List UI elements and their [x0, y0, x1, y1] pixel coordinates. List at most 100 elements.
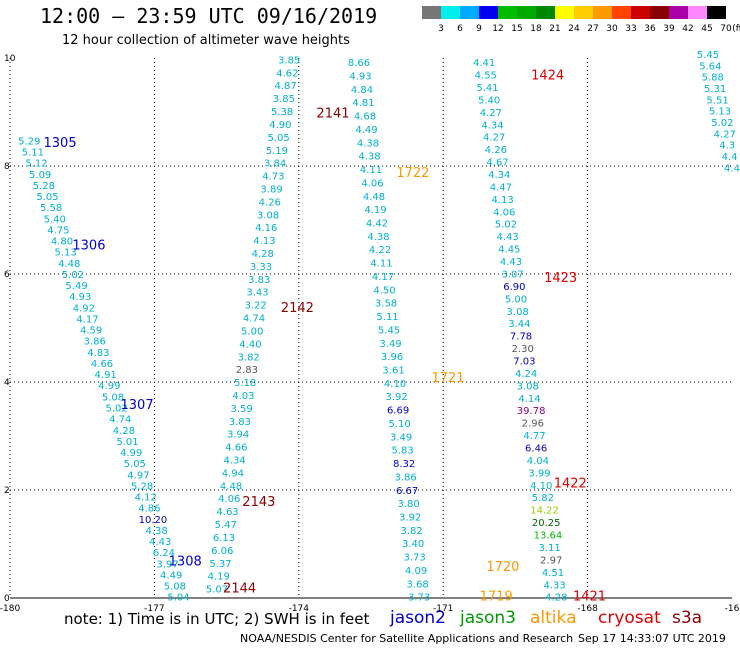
- track-label-1421: 1421: [573, 590, 606, 605]
- swh-value: 4.92: [73, 303, 95, 314]
- track-label-2143: 2143: [242, 495, 275, 510]
- swh-value: 4.48: [220, 481, 242, 492]
- swh-value: 5.02: [105, 404, 127, 415]
- swh-value: 3.82: [238, 352, 260, 363]
- track-label-1719: 1719: [480, 590, 513, 605]
- colorbar-tick: 15: [511, 24, 522, 34]
- colorbar-tick: 9: [476, 24, 482, 34]
- swh-value: 4.19: [364, 205, 386, 216]
- colorbar-tick: (ft): [732, 24, 740, 34]
- swh-value: 4.48: [58, 259, 80, 270]
- track-label-1721: 1721: [431, 371, 464, 386]
- swh-value: 5.01: [116, 437, 138, 448]
- swh-value: 6.67: [396, 486, 418, 497]
- colorbar-swatch: [707, 6, 726, 19]
- colorbar-swatch: [555, 6, 574, 19]
- swh-value: 8.66: [348, 58, 370, 69]
- swh-value: 4.04: [527, 456, 549, 467]
- legend-altika: altika: [530, 608, 577, 628]
- swh-value: 5.28: [33, 181, 55, 192]
- track-label-1308: 1308: [169, 555, 202, 570]
- swh-value: 5.11: [22, 148, 44, 159]
- swh-value: 4.41: [473, 58, 495, 69]
- colorbar-swatch: [669, 6, 688, 19]
- swh-value: 4.59: [80, 326, 102, 337]
- x-tick-label: -16: [725, 604, 740, 614]
- page-subtitle: 12 hour collection of altimeter wave hei…: [62, 33, 350, 48]
- swh-value: 4.16: [255, 223, 277, 234]
- swh-value: 6.06: [211, 546, 233, 557]
- swh-value: 4.27: [480, 108, 502, 119]
- swh-value: 6.13: [213, 533, 235, 544]
- swh-value: 3.40: [402, 539, 424, 550]
- swh-value: 3.80: [397, 499, 419, 510]
- swh-value: 3.99: [528, 468, 550, 479]
- swh-value: 3.08: [507, 307, 529, 318]
- swh-value: 4.94: [222, 468, 244, 479]
- swh-value: 5.05: [124, 459, 146, 470]
- colorbar-tick: 39: [663, 24, 675, 34]
- swh-value: 13.64: [534, 531, 563, 542]
- legend-s3a: s3a: [672, 608, 703, 628]
- swh-value: 5.64: [699, 61, 721, 72]
- swh-value: 4.38: [367, 232, 389, 243]
- swh-value: 6.24: [153, 548, 175, 559]
- track-label-1722: 1722: [396, 166, 429, 181]
- colorbar-swatch: [498, 6, 517, 19]
- swh-value: 4.68: [354, 112, 376, 123]
- swh-value: 4.13: [253, 236, 275, 247]
- colorbar-swatch: [441, 6, 460, 19]
- swh-value: 4.03: [232, 391, 254, 402]
- track-label-1423: 1423: [544, 271, 577, 286]
- track-label-1424: 1424: [531, 69, 564, 84]
- colorbar-tick: 27: [587, 24, 598, 34]
- swh-value: 3.97: [156, 559, 178, 570]
- legend-cryosat: cryosat: [598, 608, 661, 628]
- colorbar-swatch: [650, 6, 669, 19]
- swh-value: 5.07: [206, 585, 228, 596]
- swh-value: 4.27: [714, 129, 736, 140]
- page-title: 12:00 – 23:59 UTC 09/16/2019: [40, 4, 378, 28]
- colorbar-swatch: [593, 6, 612, 19]
- swh-value: 4.26: [259, 197, 281, 208]
- swh-value: 4.43: [149, 537, 171, 548]
- track-label-1422: 1422: [554, 476, 587, 491]
- swh-value: 4.3: [719, 141, 735, 152]
- swh-value: 4.34: [481, 120, 503, 131]
- swh-value: 3.94: [227, 430, 249, 441]
- swh-value: 4.66: [225, 443, 247, 454]
- swh-value: 8.32: [393, 459, 415, 470]
- swh-value: 5.12: [25, 159, 47, 170]
- swh-value: 5.29: [18, 136, 40, 147]
- colorbar-tick: 12: [492, 24, 503, 34]
- swh-value: 6.69: [387, 406, 409, 417]
- swh-value: 4.55: [475, 71, 497, 82]
- track-label-1306: 1306: [72, 239, 105, 254]
- swh-value: 4.63: [216, 507, 238, 518]
- swh-value: 4.91: [95, 370, 117, 381]
- swh-value: 3.85: [273, 94, 295, 105]
- track-label-2144: 2144: [223, 582, 256, 597]
- colorbar-tick: 24: [568, 24, 580, 34]
- swh-value: 4.28: [252, 249, 274, 260]
- swh-value: 5.28: [131, 481, 153, 492]
- swh-value: 3.49: [390, 432, 412, 443]
- swh-value: 4.49: [355, 125, 377, 136]
- swh-value: 4.10: [384, 379, 406, 390]
- swh-value: 5.13: [55, 248, 77, 259]
- swh-value: 5.10: [388, 419, 410, 430]
- swh-value: 4.38: [357, 138, 379, 149]
- swh-value: 3.58: [375, 299, 397, 310]
- swh-value: 4.09: [405, 566, 427, 577]
- y-tick-label: 0: [4, 594, 10, 604]
- swh-value: 3.86: [394, 472, 416, 483]
- swh-value: 4.99: [120, 448, 142, 459]
- swh-value: 3.08: [517, 381, 539, 392]
- swh-value: 3.44: [508, 319, 530, 330]
- colorbar-tick: 42: [682, 24, 693, 34]
- colorbar-swatch: [574, 6, 593, 19]
- swh-value: 3.68: [406, 579, 428, 590]
- colorbar-tick: 30: [606, 24, 618, 34]
- footer-timestamp: Sep 17 14:33:07 UTC 2019: [578, 632, 726, 645]
- swh-value: 4.50: [373, 285, 395, 296]
